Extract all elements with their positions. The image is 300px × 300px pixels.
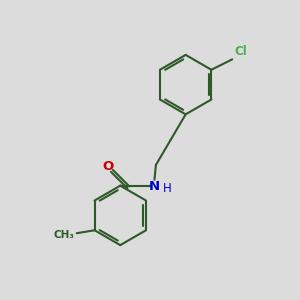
Text: H: H	[163, 182, 171, 194]
Text: N: N	[149, 180, 160, 193]
Text: CH₃: CH₃	[53, 230, 74, 240]
Text: Cl: Cl	[235, 45, 247, 58]
Text: O: O	[103, 160, 114, 173]
